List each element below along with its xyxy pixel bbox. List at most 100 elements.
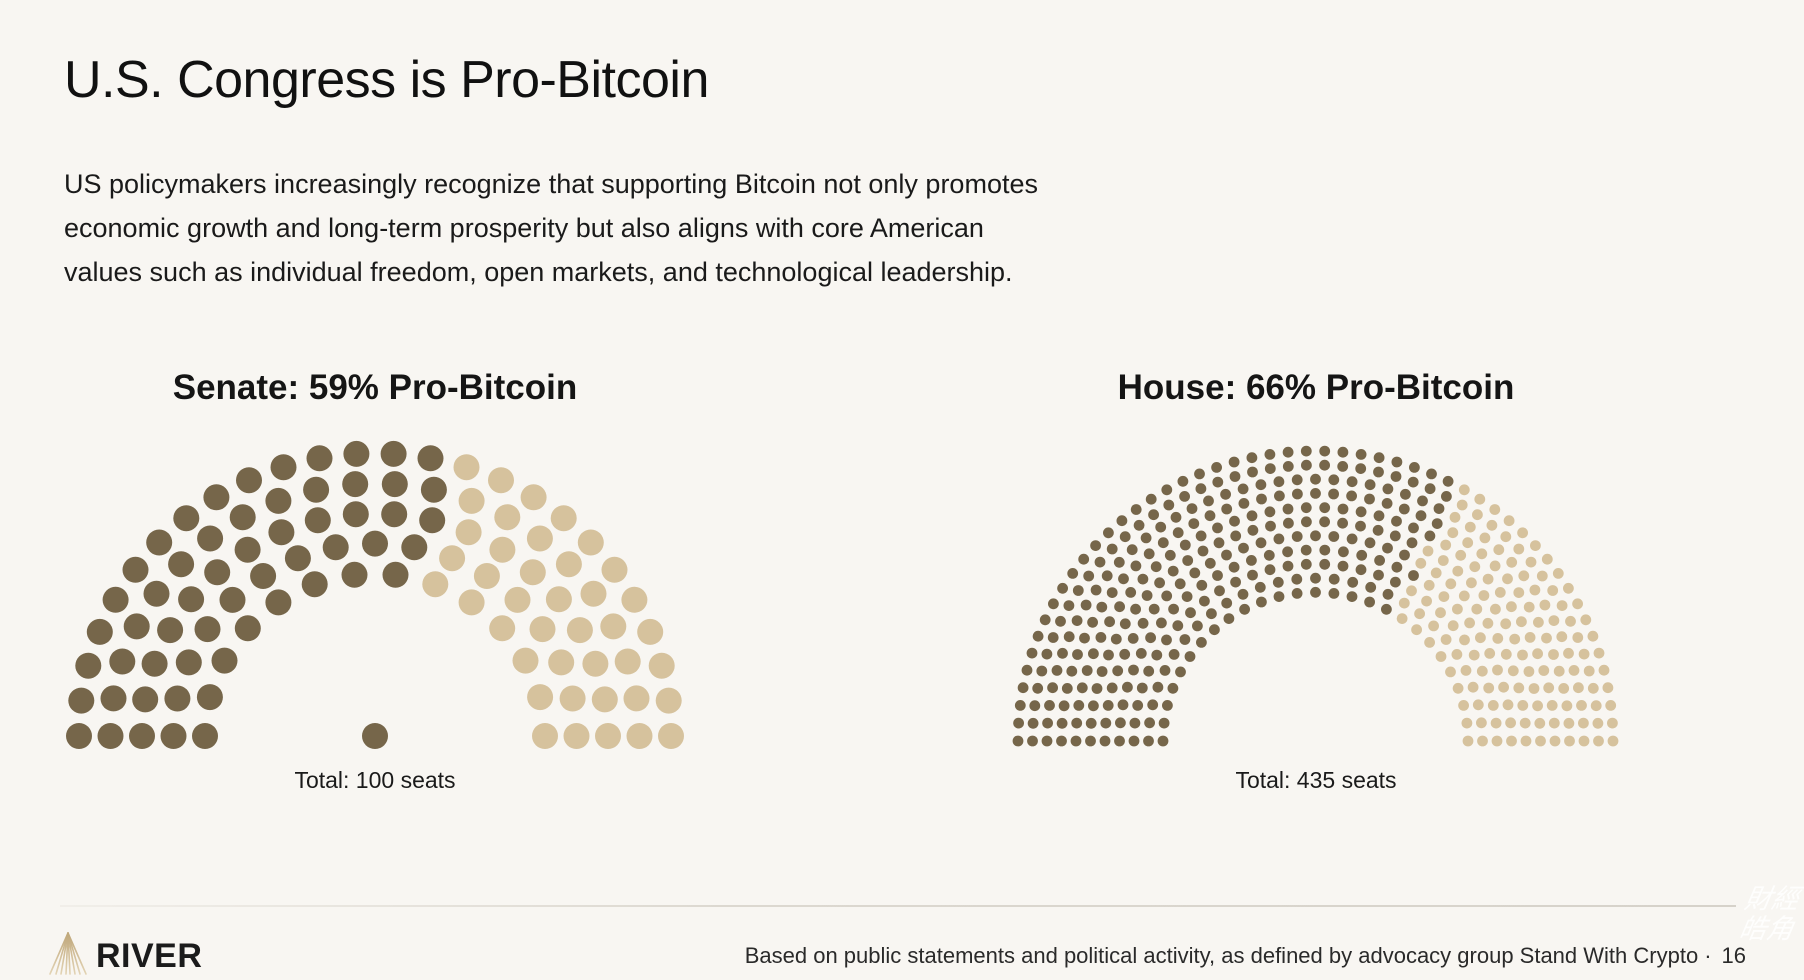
seat-dot-pro-bitcoin [1189,567,1201,579]
seat-dot-pro-bitcoin [1442,475,1454,487]
seat-dot-pro-bitcoin [1264,564,1276,576]
seat-dot-other [489,615,516,642]
seat-dot-pro-bitcoin [1337,517,1348,529]
seat-dot-pro-bitcoin [1085,735,1096,747]
seat-dot-pro-bitcoin [234,615,261,642]
seat-dot-other [1509,633,1521,645]
seat-dot-other [623,685,650,712]
seat-dot-pro-bitcoin [1373,466,1384,478]
seat-dot-other [566,617,593,644]
seat-dot-other [1440,634,1452,645]
seat-dot-other [1490,603,1501,615]
seat-dot-pro-bitcoin [322,534,349,561]
seat-dot-pro-bitcoin [1212,522,1223,534]
seat-dot-pro-bitcoin [122,556,149,583]
seat-dot-other [1447,620,1459,632]
seat-dot-other [1598,664,1610,676]
seat-dot-pro-bitcoin [1337,446,1349,458]
seat-dot-other [1565,615,1576,627]
house-chart-title: House: 66% Pro-Bitcoin [1117,368,1515,407]
seat-dot-other [1447,527,1459,539]
seat-dot-other [526,525,553,552]
seat-dot-pro-bitcoin [1119,531,1131,543]
seat-dot-pro-bitcoin [1381,498,1393,509]
seat-dot-pro-bitcoin [1300,445,1312,457]
river-logo-icon [49,932,87,975]
seat-dot-pro-bitcoin [1263,549,1275,561]
seat-dot-pro-bitcoin [1282,446,1294,458]
seat-dot-other [1461,717,1473,729]
seat-dot-pro-bitcoin [1196,579,1208,591]
seat-dot-pro-bitcoin [1204,510,1216,522]
seat-dot-other [1500,618,1512,630]
seat-dot-pro-bitcoin [1328,474,1340,486]
seat-dot-pro-bitcoin [66,723,92,749]
seat-dot-pro-bitcoin [1282,546,1293,558]
seat-dot-pro-bitcoin [204,559,231,586]
seat-dot-pro-bitcoin [1115,717,1126,729]
seat-dot-pro-bitcoin [1078,553,1090,565]
seat-dot-pro-bitcoin [1292,488,1303,500]
seat-dot-pro-bitcoin [1155,521,1167,533]
seat-dot-pro-bitcoin [1129,717,1141,729]
seat-dot-pro-bitcoin [129,723,155,749]
seat-dot-pro-bitcoin [382,561,409,588]
seat-dot-pro-bitcoin [1057,647,1068,659]
seat-dot-pro-bitcoin [1188,518,1200,529]
seat-dot-pro-bitcoin [1085,717,1097,729]
seat-dot-pro-bitcoin [1106,682,1118,694]
seat-dot-other [1602,682,1614,694]
seat-dot-other [453,454,480,481]
seat-dot-other [648,652,675,679]
seat-dot-pro-bitcoin [1161,634,1172,646]
seat-dot-other [1458,590,1470,602]
seat-dot-other [1411,624,1422,636]
seat-dot-pro-bitcoin [141,650,168,677]
seat-dot-other [1524,632,1536,643]
seat-dot-pro-bitcoin [100,685,127,712]
seat-dot-pro-bitcoin [1346,476,1358,488]
seat-dot-pro-bitcoin [1147,699,1159,711]
seat-dot-pro-bitcoin [1116,515,1128,527]
seat-dot-pro-bitcoin [1355,564,1367,576]
seat-dot-pro-bitcoin [1282,560,1294,572]
intro-line: values such as individual freedom, open … [64,257,1013,287]
seat-dot-pro-bitcoin [1039,614,1051,626]
seat-dot-other [1475,632,1486,644]
seat-dot-pro-bitcoin [1181,591,1193,602]
seat-dot-pro-bitcoin [1407,476,1419,488]
seat-dot-other [1489,504,1501,515]
seat-dot-pro-bitcoin [1177,475,1189,487]
seat-dot-other [1440,539,1452,551]
seat-dot-other [1518,570,1530,582]
seat-dot-other [1532,700,1543,712]
seat-dot-pro-bitcoin [1143,548,1155,560]
seat-dot-pro-bitcoin [1221,503,1233,515]
seat-dot-other [1517,700,1529,711]
seat-dot-pro-bitcoin [1087,616,1098,628]
seat-dot-pro-bitcoin [1118,573,1129,585]
seat-dot-other [1467,681,1479,693]
seat-dot-pro-bitcoin [381,471,408,498]
seat-dot-other [1490,717,1502,729]
seat-dot-pro-bitcoin [1103,527,1114,539]
slide-title: U.S. Congress is Pro-Bitcoin [64,51,709,109]
seat-dot-other [1563,717,1575,729]
seat-dot-pro-bitcoin [1310,473,1321,485]
seat-dot-pro-bitcoin [1130,603,1141,615]
seat-dot-other [1487,700,1499,711]
seat-dot-other [1541,632,1552,644]
seat-dot-pro-bitcoin [1148,603,1160,615]
seat-dot-pro-bitcoin [1209,624,1220,636]
seat-dot-pro-bitcoin [1094,556,1106,568]
seat-dot-pro-bitcoin [1355,506,1367,518]
seat-dot-pro-bitcoin [1027,735,1038,747]
seat-dot-pro-bitcoin [1391,515,1402,527]
seat-dot-pro-bitcoin [1212,476,1224,488]
seat-dot-pro-bitcoin [1158,717,1170,729]
seat-dot-pro-bitcoin [1273,591,1285,602]
seat-dot-other [1535,735,1546,747]
seat-dot-pro-bitcoin [143,580,170,607]
seat-dot-pro-bitcoin [1162,700,1173,711]
seat-dot-pro-bitcoin [1197,545,1209,557]
